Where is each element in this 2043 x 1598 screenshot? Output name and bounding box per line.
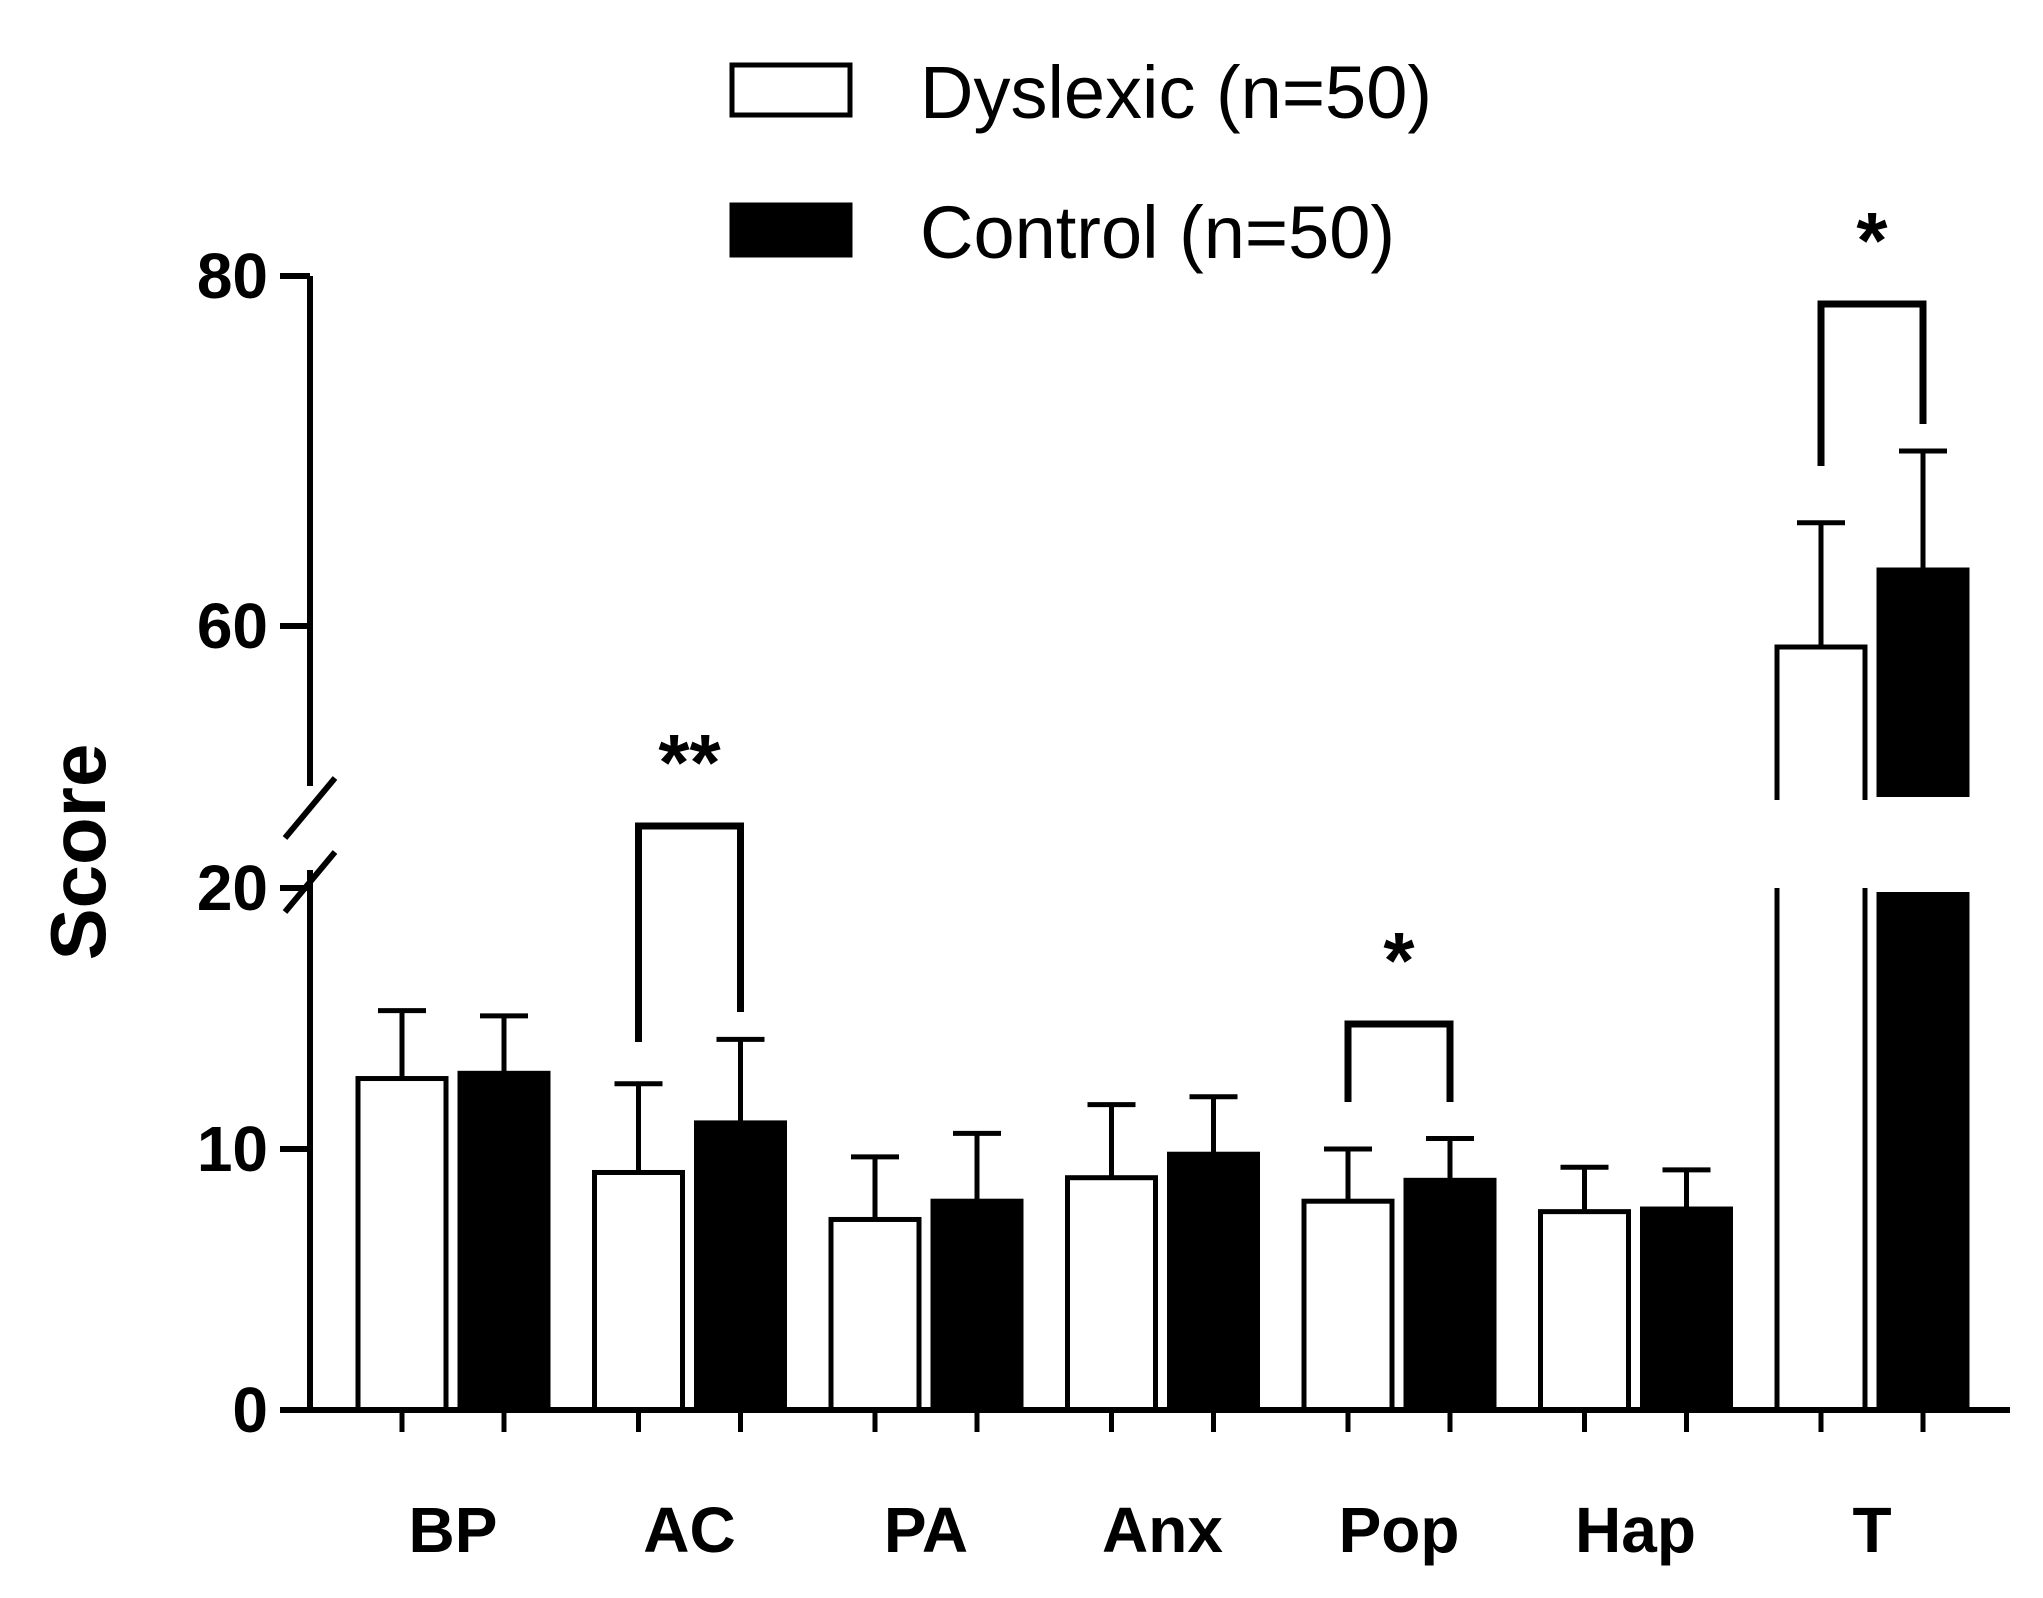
significance-layer: **** [635,196,1927,1102]
bar-break-mask [1875,884,1971,892]
bar-bp-dyslexic [355,1076,449,1413]
bar-break-mask [1773,797,1869,805]
bar-t-dyslexic-upper [1774,644,1868,803]
bar-t-control-upper [1876,567,1970,803]
significance-bracket-ac [635,822,744,1042]
bar-bp-control [457,1070,551,1413]
y-tick-label: 20 [197,852,268,924]
legend-label-dyslexic: Dyslexic (n=50) [920,51,1432,134]
bar-ac-control [694,1120,787,1413]
legend-label-control: Control (n=50) [920,191,1395,274]
legend-swatch-dyslexic [729,62,853,118]
significance-label-pop: * [1383,916,1415,1005]
axis-break-mark [282,850,338,914]
bar-pop-dyslexic [1301,1198,1395,1413]
bar-pop-control [1403,1177,1497,1413]
bar-t-control-lower [1876,885,1970,1413]
y-tick-label: 60 [197,590,268,662]
bar-ac-dyslexic [592,1169,685,1413]
x-tick-label-bp: BP [409,1494,498,1566]
bar-anx-control [1167,1151,1260,1413]
significance-bracket-t [1817,300,1927,466]
x-tick-label-pa: PA [884,1494,968,1566]
bar-hap-dyslexic [1538,1209,1631,1413]
significance-label-t: * [1856,196,1888,285]
axes-layer: BP AC PA Anx Pop Hap T 0 10 20 60 80 [197,240,2010,1566]
x-tick-label-ac: AC [643,1494,735,1566]
x-tick-label-pop: Pop [1339,1494,1460,1566]
bar-break-mask [1773,884,1869,892]
significance-label-ac: ** [658,718,721,807]
legend-swatch-control [729,202,853,258]
x-tick-label-t: T [1852,1494,1891,1566]
bar-pa-control [930,1198,1024,1413]
y-tick-label: 10 [197,1113,268,1185]
significance-bracket-pop [1344,1020,1454,1102]
bar-pa-dyslexic [828,1216,922,1413]
bar-anx-dyslexic [1065,1175,1158,1413]
y-tick-label: 80 [197,240,268,312]
bar-hap-control [1640,1206,1733,1413]
error-bars-layer [378,448,1947,1220]
bars-layer [355,567,1971,1413]
x-tick-label-hap: Hap [1575,1494,1696,1566]
x-tick-label-anx: Anx [1102,1494,1223,1566]
y-tick-label: 0 [232,1374,268,1446]
bar-break-mask [1875,797,1971,805]
axis-break-mark [282,776,338,840]
bar-t-dyslexic-lower [1774,885,1868,1413]
y-axis-title: Score [34,744,122,961]
legend: Dyslexic (n=50) Control (n=50) [729,51,1432,274]
